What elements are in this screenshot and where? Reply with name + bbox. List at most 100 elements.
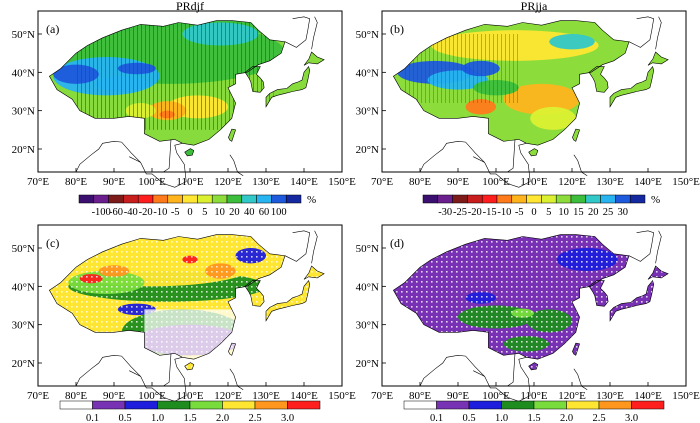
lon-tick-label: 100°E — [138, 176, 166, 188]
coastline — [573, 368, 588, 391]
lat-tick-label: 20°N — [356, 144, 379, 156]
colorbar-swatch — [481, 194, 498, 204]
lon-tick-label: 140°E — [290, 390, 318, 402]
lat-tick-label: 30°N — [356, 320, 379, 332]
coastline — [265, 279, 311, 322]
lon-tick-label: 140°E — [634, 390, 662, 402]
coastline — [229, 154, 244, 177]
coastline — [303, 51, 325, 66]
colorbar-label: 20 — [588, 207, 599, 218]
lat-tick-label: 30°N — [12, 106, 35, 118]
colorbar-label: 1.5 — [527, 413, 540, 423]
lon-tick-label: 70°E — [371, 176, 393, 188]
lat-tick-label: 30°N — [356, 106, 379, 118]
lat-tick-label: 40°N — [12, 281, 35, 293]
colorbar-swatch — [570, 194, 587, 204]
colorbar-swatch — [615, 194, 631, 204]
lon-tick-label: 110°E — [520, 176, 547, 188]
coastline — [75, 354, 141, 387]
lon-tick-label: 110°E — [520, 390, 547, 402]
lat-tick-label: 40°N — [356, 281, 379, 293]
lat-tick-label: 20°N — [356, 358, 379, 370]
colorbar-swatch — [189, 400, 223, 410]
coastline — [528, 148, 539, 157]
colorbar-label: 3.0 — [281, 413, 294, 423]
colorbar-label: 0.1 — [86, 413, 99, 423]
colorbar-swatch — [78, 194, 95, 204]
coastline — [655, 230, 662, 264]
lon-tick-label: 90°E — [447, 390, 469, 402]
colorbar: 0.1 0.5 1.0 1.5 2.0 2.5 3.0 — [403, 400, 665, 423]
colorbar-swatch — [256, 194, 272, 204]
colorbar-label: 5 — [202, 207, 207, 218]
panel-title: PRdjf — [176, 0, 204, 13]
lat-tick-label: 20°N — [12, 358, 35, 370]
coastline — [244, 280, 265, 307]
lon-tick-label: 120°E — [214, 390, 242, 402]
lon-tick-label: 90°E — [103, 390, 125, 402]
field-patch — [549, 34, 595, 50]
colorbar-swatch — [211, 194, 228, 204]
lat-tick-label: 50°N — [12, 243, 35, 255]
lon-tick-label: 120°E — [214, 176, 242, 188]
panel-title: PRjja — [521, 0, 548, 13]
colorbar-label: 2.0 — [560, 413, 573, 423]
colorbar-swatch — [167, 194, 183, 204]
panel-label: (b) — [390, 22, 404, 36]
coastline — [528, 362, 539, 371]
colorbar-label: 40 — [244, 207, 255, 218]
coastline — [609, 65, 655, 108]
colorbar-label: 0.5 — [118, 413, 131, 423]
colorbar-swatch — [254, 400, 288, 410]
coastline — [228, 128, 236, 142]
colorbar-label: 1.0 — [151, 413, 164, 423]
coastline — [588, 66, 609, 93]
region-outline — [49, 234, 286, 360]
colorbar-swatch — [585, 194, 601, 204]
colorbar-swatch — [511, 194, 527, 204]
region-outline — [393, 20, 630, 146]
lon-tick-label: 80°E — [409, 176, 431, 188]
colorbar: -30 -25 -20 -15 -10 -5 0 5 10 15 20 25 30% — [422, 194, 660, 218]
colorbar-label: 25 — [603, 207, 614, 218]
colorbar-swatch — [467, 194, 483, 204]
coastline — [572, 342, 580, 356]
colorbar-swatch — [182, 194, 198, 204]
colorbar-label: 1.0 — [495, 413, 508, 423]
lon-tick-label: 130°E — [596, 176, 624, 188]
colorbar-label: -25 — [453, 207, 467, 218]
lon-tick-label: 80°E — [409, 390, 431, 402]
colorbar-swatch — [437, 194, 453, 204]
coastline — [609, 279, 655, 322]
colorbar-label: 30 — [618, 207, 629, 218]
colorbar-swatch — [287, 400, 321, 410]
lon-tick-label: 100°E — [138, 390, 166, 402]
colorbar-swatch — [226, 194, 243, 204]
colorbar-label: 0.5 — [462, 413, 475, 423]
panel-label: (a) — [46, 22, 59, 36]
lon-tick-label: 140°E — [634, 176, 662, 188]
lat-tick-label: 50°N — [356, 29, 379, 41]
coastline — [507, 353, 516, 387]
colorbar-label: 0 — [531, 207, 536, 218]
field-patch — [465, 99, 496, 115]
colorbar-label: 10 — [214, 207, 225, 218]
colorbar-label: 15 — [573, 207, 584, 218]
colorbar-swatch — [555, 194, 572, 204]
coastline — [244, 66, 265, 93]
coastline — [419, 354, 485, 387]
colorbar: 0.1 0.5 1.0 1.5 2.0 2.5 3.0 — [59, 400, 321, 423]
colorbar-swatch — [600, 194, 616, 204]
colorbar-label: -20 — [468, 207, 482, 218]
colorbar-swatch — [501, 400, 535, 410]
panel-label: (c) — [46, 236, 59, 250]
colorbar-swatch — [496, 194, 513, 204]
panel-label: (d) — [390, 236, 404, 250]
colorbar-swatch — [92, 400, 126, 410]
colorbar-swatch — [468, 400, 502, 410]
colorbar-swatch — [152, 194, 169, 204]
lat-tick-label: 30°N — [12, 320, 35, 332]
coastline — [311, 16, 318, 50]
colorbar-label: 10 — [558, 207, 569, 218]
colorbar-swatch — [403, 400, 437, 410]
